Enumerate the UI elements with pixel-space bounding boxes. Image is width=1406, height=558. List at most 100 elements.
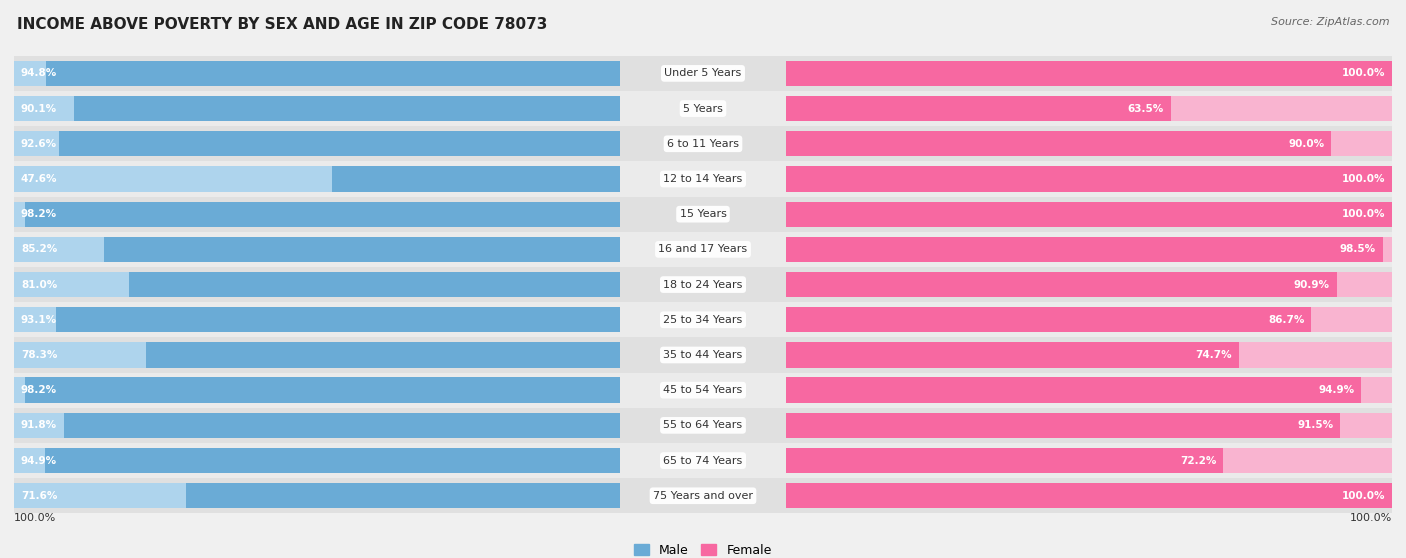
Text: 100.0%: 100.0% bbox=[1341, 69, 1385, 78]
Bar bbox=[63, 413, 620, 438]
Text: 92.6%: 92.6% bbox=[21, 139, 58, 149]
Text: 55 to 64 Years: 55 to 64 Years bbox=[664, 420, 742, 430]
Bar bbox=[45, 61, 620, 86]
Text: 74.7%: 74.7% bbox=[1195, 350, 1232, 360]
Bar bbox=[786, 237, 1384, 262]
Bar bbox=[14, 413, 620, 438]
Text: 85.2%: 85.2% bbox=[21, 244, 58, 254]
Text: Under 5 Years: Under 5 Years bbox=[665, 69, 741, 78]
Text: 15 Years: 15 Years bbox=[679, 209, 727, 219]
Bar bbox=[14, 478, 1392, 513]
Bar bbox=[129, 272, 620, 297]
Bar bbox=[786, 272, 1392, 297]
Bar bbox=[786, 307, 1392, 333]
Text: INCOME ABOVE POVERTY BY SEX AND AGE IN ZIP CODE 78073: INCOME ABOVE POVERTY BY SEX AND AGE IN Z… bbox=[17, 17, 547, 32]
Text: 5 Years: 5 Years bbox=[683, 104, 723, 114]
Text: 100.0%: 100.0% bbox=[1350, 513, 1392, 523]
Bar bbox=[25, 378, 620, 403]
Text: 91.8%: 91.8% bbox=[21, 420, 58, 430]
Bar bbox=[14, 166, 620, 191]
Bar bbox=[786, 272, 1337, 297]
Text: 100.0%: 100.0% bbox=[14, 513, 56, 523]
Bar bbox=[14, 131, 620, 156]
Text: 94.9%: 94.9% bbox=[1317, 385, 1354, 395]
Bar bbox=[14, 307, 620, 333]
Bar bbox=[14, 96, 620, 121]
Text: 16 and 17 Years: 16 and 17 Years bbox=[658, 244, 748, 254]
Bar bbox=[14, 448, 620, 473]
Text: 94.9%: 94.9% bbox=[21, 455, 58, 465]
Bar bbox=[14, 272, 620, 297]
Text: 86.7%: 86.7% bbox=[1268, 315, 1305, 325]
Bar bbox=[14, 342, 620, 368]
Text: 18 to 24 Years: 18 to 24 Years bbox=[664, 280, 742, 290]
Text: Source: ZipAtlas.com: Source: ZipAtlas.com bbox=[1271, 17, 1389, 27]
Bar bbox=[786, 378, 1361, 403]
Text: 72.2%: 72.2% bbox=[1180, 455, 1216, 465]
Bar bbox=[14, 373, 1392, 408]
Bar bbox=[56, 307, 620, 333]
Text: 98.2%: 98.2% bbox=[21, 385, 58, 395]
Text: 100.0%: 100.0% bbox=[1341, 209, 1385, 219]
Bar bbox=[14, 302, 1392, 338]
Bar bbox=[786, 483, 1392, 508]
Bar bbox=[786, 448, 1223, 473]
Bar bbox=[786, 201, 1392, 227]
Bar bbox=[186, 483, 620, 508]
Bar bbox=[786, 342, 1392, 368]
Text: 71.6%: 71.6% bbox=[21, 491, 58, 501]
Text: 75 Years and over: 75 Years and over bbox=[652, 491, 754, 501]
Text: 100.0%: 100.0% bbox=[1341, 491, 1385, 501]
Bar bbox=[14, 201, 620, 227]
Bar bbox=[786, 166, 1392, 191]
Text: 94.8%: 94.8% bbox=[21, 69, 58, 78]
Bar bbox=[786, 307, 1312, 333]
Text: 63.5%: 63.5% bbox=[1128, 104, 1164, 114]
Bar bbox=[786, 483, 1392, 508]
Text: 65 to 74 Years: 65 to 74 Years bbox=[664, 455, 742, 465]
Bar bbox=[786, 96, 1171, 121]
Bar bbox=[14, 161, 1392, 196]
Text: 100.0%: 100.0% bbox=[1341, 174, 1385, 184]
Bar bbox=[14, 56, 1392, 91]
Text: 35 to 44 Years: 35 to 44 Years bbox=[664, 350, 742, 360]
Bar bbox=[104, 237, 620, 262]
Bar bbox=[75, 96, 620, 121]
Bar bbox=[14, 232, 1392, 267]
Bar bbox=[786, 96, 1392, 121]
Text: 90.1%: 90.1% bbox=[21, 104, 58, 114]
Legend: Male, Female: Male, Female bbox=[630, 539, 776, 558]
Bar bbox=[786, 378, 1392, 403]
Bar bbox=[786, 61, 1392, 86]
Bar bbox=[332, 166, 620, 191]
Text: 90.9%: 90.9% bbox=[1294, 280, 1330, 290]
Bar bbox=[14, 196, 1392, 232]
Bar bbox=[14, 91, 1392, 126]
Text: 98.5%: 98.5% bbox=[1340, 244, 1376, 254]
Bar bbox=[786, 131, 1392, 156]
Text: 78.3%: 78.3% bbox=[21, 350, 58, 360]
Bar bbox=[14, 126, 1392, 161]
Text: 81.0%: 81.0% bbox=[21, 280, 58, 290]
Bar bbox=[786, 201, 1392, 227]
Bar bbox=[786, 61, 1392, 86]
Bar bbox=[14, 61, 620, 86]
Bar bbox=[786, 413, 1340, 438]
Text: 91.5%: 91.5% bbox=[1298, 420, 1333, 430]
Text: 45 to 54 Years: 45 to 54 Years bbox=[664, 385, 742, 395]
Bar bbox=[14, 267, 1392, 302]
Bar bbox=[14, 378, 620, 403]
Bar bbox=[45, 448, 620, 473]
Bar bbox=[786, 342, 1239, 368]
Bar bbox=[14, 443, 1392, 478]
Bar bbox=[14, 483, 620, 508]
Bar bbox=[786, 166, 1392, 191]
Text: 12 to 14 Years: 12 to 14 Years bbox=[664, 174, 742, 184]
Text: 6 to 11 Years: 6 to 11 Years bbox=[666, 139, 740, 149]
Bar bbox=[14, 237, 620, 262]
Bar bbox=[786, 237, 1392, 262]
Bar bbox=[786, 413, 1392, 438]
Bar bbox=[59, 131, 620, 156]
Bar bbox=[786, 448, 1392, 473]
Text: 90.0%: 90.0% bbox=[1288, 139, 1324, 149]
